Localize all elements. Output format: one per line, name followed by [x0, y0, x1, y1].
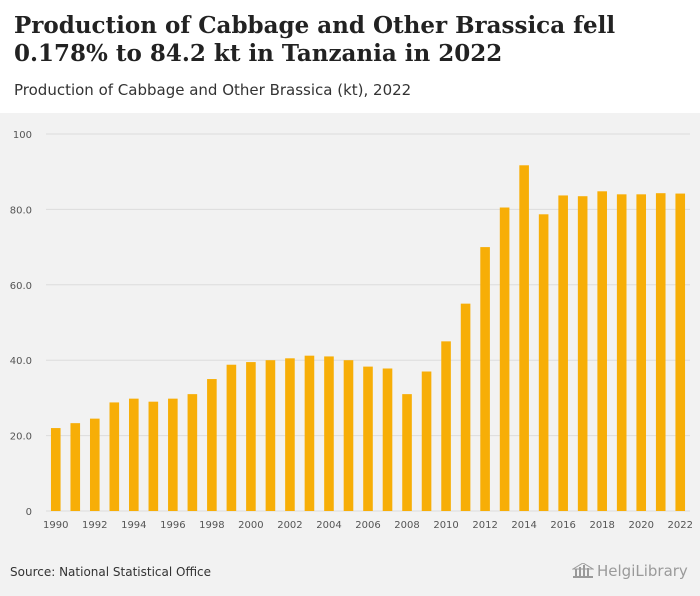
bar-2011[interactable] [460, 303, 471, 511]
bar-2001[interactable] [265, 360, 276, 511]
x-tick-label: 2016 [550, 520, 575, 531]
x-tick-label: 1992 [82, 520, 107, 531]
bar-1998[interactable] [207, 379, 217, 511]
bar-1995[interactable] [148, 401, 159, 511]
x-tick-label: 2006 [355, 520, 380, 531]
bar-1993[interactable] [109, 402, 120, 511]
y-tick-label: 60.0 [10, 281, 32, 292]
x-tick-label: 2014 [511, 520, 536, 531]
chart-header: Production of Cabbage and Other Brassica… [0, 0, 700, 113]
library-building-icon [572, 563, 594, 578]
bar-2012[interactable] [480, 247, 490, 511]
y-axis-ticks: 0 20.0 40.0 60.0 80.0 100 [10, 130, 32, 518]
x-tick-label: 2012 [472, 520, 497, 531]
bar-2004[interactable] [324, 356, 334, 511]
x-tick-label: 1996 [160, 520, 185, 531]
y-tick-label: 0 [26, 507, 32, 518]
bar-2016[interactable] [558, 195, 568, 511]
x-tick-label: 2000 [238, 520, 263, 531]
x-tick-label: 1994 [121, 520, 146, 531]
bar-2014[interactable] [519, 165, 529, 511]
bar-2018[interactable] [597, 191, 607, 511]
bar-2007[interactable] [382, 368, 393, 511]
bar-2002[interactable] [285, 358, 295, 511]
x-tick-label: 2002 [277, 520, 302, 531]
bar-2009[interactable] [421, 371, 432, 511]
bar-2006[interactable] [363, 366, 373, 511]
bar-1992[interactable] [89, 418, 100, 511]
bar-1994[interactable] [129, 398, 139, 511]
x-tick-label: 2008 [394, 520, 419, 531]
bar-2022[interactable] [675, 193, 686, 511]
bar-2000[interactable] [246, 362, 256, 511]
y-tick-label: 100 [13, 130, 32, 141]
y-tick-label: 80.0 [10, 205, 32, 216]
x-tick-label: 2020 [628, 520, 653, 531]
bar-2019[interactable] [616, 194, 627, 511]
y-tick-label: 40.0 [10, 356, 32, 367]
bar-1990[interactable] [50, 428, 61, 511]
x-tick-label: 2022 [668, 520, 693, 531]
x-axis-ticks: 1990 1992 1994 1996 1998 2000 2002 2004 2006 2008… [43, 520, 693, 531]
bar-1996[interactable] [168, 398, 178, 511]
bar-2003[interactable] [304, 355, 315, 511]
bar-2010[interactable] [441, 341, 451, 511]
bar-2021[interactable] [655, 193, 666, 511]
chart-title: Production of Cabbage and Other Brassica… [14, 12, 616, 67]
bars [50, 165, 686, 511]
helgilibrary-logo[interactable]: HelgiLibrary [572, 562, 688, 580]
y-tick-label: 20.0 [10, 432, 32, 443]
logo-text: HelgiLibrary [597, 562, 688, 580]
bar-1997[interactable] [187, 394, 198, 511]
bar-2013[interactable] [499, 207, 510, 511]
chart-subtitle: Production of Cabbage and Other Brassica… [14, 81, 412, 99]
x-tick-label: 2018 [589, 520, 614, 531]
source-note: Source: National Statistical Office [10, 565, 212, 579]
bar-1991[interactable] [70, 423, 81, 511]
bar-2020[interactable] [636, 194, 647, 511]
bar-2015[interactable] [538, 214, 549, 511]
bar-2017[interactable] [577, 196, 588, 511]
x-tick-label: 2004 [316, 520, 341, 531]
bar-2005[interactable] [343, 360, 354, 511]
x-tick-label: 1990 [43, 520, 68, 531]
bar-1999[interactable] [226, 364, 237, 511]
x-tick-label: 1998 [199, 520, 224, 531]
bar-2008[interactable] [402, 394, 412, 511]
x-tick-label: 2010 [433, 520, 458, 531]
